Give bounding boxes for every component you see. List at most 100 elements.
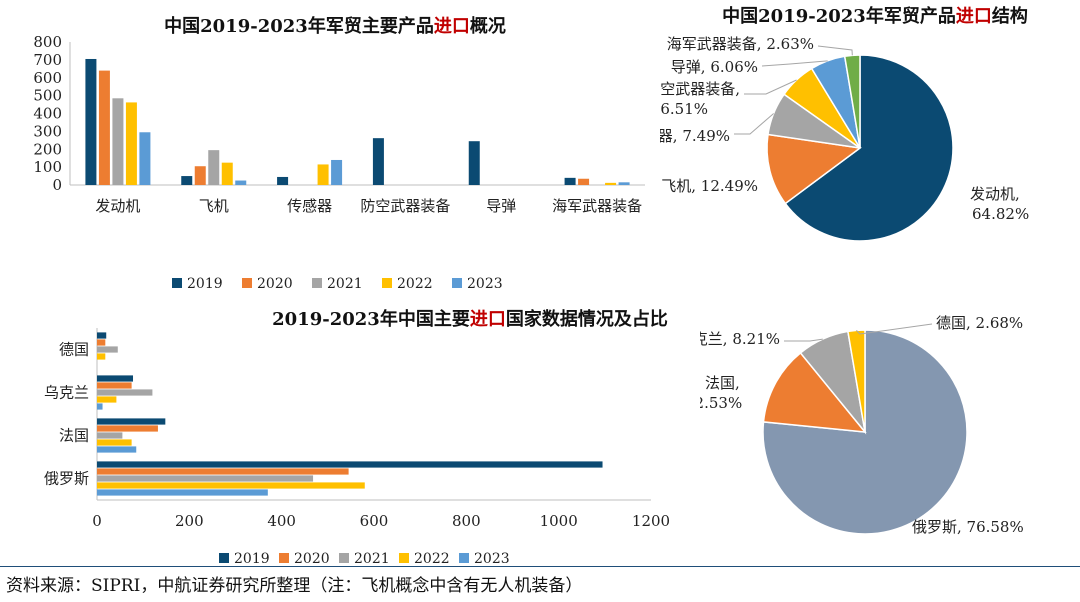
legend-swatch-2023 (459, 553, 469, 563)
chart1-ytick-label: 800 (33, 33, 62, 51)
chart1-bar-2019 (85, 58, 97, 186)
country-import-pie-chart: 俄罗斯, 76.58% 法国, 12.53% 乌克兰, 8.21% 德国, 2.68% (700, 314, 1024, 536)
legend-swatch-2020 (242, 278, 252, 288)
chart2-title: 中国2019-2023年军贸产品进口结构 (722, 5, 1028, 27)
chart1-title-part-2: 概况 (470, 15, 506, 37)
chart3-bar-2020 (97, 468, 349, 475)
chart1-bar-2019 (181, 176, 193, 185)
legend-label-2022: 2022 (414, 551, 450, 567)
chart2-leader-5 (817, 45, 853, 56)
chart1-bar-2019 (564, 177, 576, 185)
legend-swatch-2019 (219, 553, 229, 563)
chart1-bar-2023 (235, 180, 247, 185)
chart4-label-1: 法国, (705, 374, 740, 392)
chart3-xtick-label: 1000 (540, 512, 578, 530)
chart3-ytick-label: 俄罗斯 (44, 470, 89, 488)
legend-swatch-2022 (382, 278, 392, 288)
chart4-label-0: 俄罗斯, 76.58% (912, 518, 1024, 536)
legend-label-2023: 2023 (474, 551, 510, 567)
chart3-bar-2023 (97, 489, 268, 496)
chart3-title-part-1: 进口 (470, 309, 506, 330)
chart4-label-3: 德国, 2.68% (936, 314, 1023, 332)
chart2-label-0: 发动机, (970, 185, 1020, 203)
chart3-xtick-label: 400 (267, 512, 296, 530)
chart3-bar-2022 (97, 439, 132, 446)
chart3-bar-2022 (97, 353, 106, 360)
chart1-title: 中国2019-2023年军贸主要产品进口概况 (164, 15, 506, 37)
chart3-bar-2022 (97, 482, 365, 489)
chart3-bar-2020 (97, 339, 106, 346)
chart3-ytick-label: 德国 (59, 341, 89, 359)
product-import-bar-chart: 中国2019-2023年军贸主要产品进口概况 010020030040050060… (33, 15, 645, 292)
chart3-xtick-label: 600 (360, 512, 389, 530)
chart3-bar-2023 (97, 403, 103, 410)
chart4-slice-3 (847, 329, 866, 433)
chart1-bar-2020 (98, 70, 110, 185)
chart2-slice-0 (784, 54, 954, 242)
chart4-slice-0 (762, 329, 968, 535)
chart1-ytick-label: 200 (33, 140, 62, 158)
chart1-bar-2022 (317, 164, 329, 185)
chart1-bar-2019 (372, 138, 384, 185)
chart3-ytick-label: 法国 (59, 427, 89, 445)
chart3-bar-2021 (97, 475, 314, 482)
chart1-bar-2019 (277, 176, 289, 185)
legend-label-2020: 2020 (294, 551, 330, 567)
chart1-title-part-1: 进口 (434, 16, 470, 37)
chart3-title-part-0: 2019-2023年中国主要 (272, 308, 470, 330)
chart3-bar-2021 (97, 346, 118, 353)
chart2-label-2: 传感器, 7.49% (660, 127, 730, 145)
chart1-ytick-label: 100 (33, 158, 62, 176)
chart2-leader-2 (734, 113, 774, 135)
chart3-bar-2019 (97, 332, 107, 339)
chart1-title-part-0: 中国2019-2023年军贸主要产品 (164, 15, 434, 37)
chart1-bar-2020 (578, 178, 590, 185)
chart4-label-2: 乌克兰, 8.21% (700, 330, 780, 348)
chart2-label-1: 飞机, 12.49% (661, 177, 758, 195)
legend-swatch-2023 (452, 278, 462, 288)
legend-swatch-2022 (399, 553, 409, 563)
chart3-bar-2022 (97, 396, 117, 403)
legend-swatch-2021 (312, 278, 322, 288)
chart4-slice-1 (762, 351, 867, 433)
legend-label-2019: 2019 (234, 551, 270, 567)
chart1-bar-2021 (208, 150, 220, 185)
chart3-title: 2019-2023年中国主要进口国家数据情况及占比 (272, 308, 668, 330)
chart3-ytick-label: 乌克兰 (44, 384, 89, 402)
chart4-leader-3 (856, 323, 933, 335)
chart3-bar-2021 (97, 389, 153, 396)
chart1-bar-2022 (605, 182, 617, 185)
chart1-ytick-label: 400 (33, 105, 62, 123)
chart3-bar-2023 (97, 446, 137, 453)
chart1-bar-2021 (112, 98, 124, 185)
chart1-ytick-label: 300 (33, 122, 62, 140)
chart1-xtick-label: 导弹 (486, 197, 516, 215)
legend-swatch-2021 (339, 553, 349, 563)
chart2-slice-5 (843, 54, 861, 149)
country-import-bar-chart: 2019-2023年中国主要进口国家数据情况及占比 0 200 400 600 800 10… (44, 308, 670, 567)
chart3-xtick-label: 800 (452, 512, 481, 530)
chart2-label-3: 防空武器装备, (660, 80, 740, 98)
chart3-bar-2019 (97, 418, 166, 425)
source-note: 资料来源：SIPRI，中航证券研究所整理（注：飞机概念中含有无人机装备） (6, 576, 583, 596)
chart2-title-part-2: 结构 (992, 5, 1028, 27)
chart1-xtick-label: 海军武器装备 (552, 197, 642, 215)
chart2-title-part-1: 进口 (956, 6, 992, 27)
chart2-leader-4 (761, 60, 828, 67)
chart1-bar-2023 (331, 159, 343, 185)
chart1-ytick-label: 500 (33, 87, 62, 105)
chart3-xtick-label: 200 (175, 512, 204, 530)
legend-label-2019: 2019 (187, 276, 223, 292)
chart1-ytick-label: 600 (33, 69, 62, 87)
chart4-leader-2 (784, 338, 823, 342)
chart1-ytick-label: 0 (52, 176, 62, 194)
chart3-xtick-label: 1200 (632, 512, 670, 530)
chart1-xtick-label: 发动机 (95, 197, 140, 215)
chart1-bar-2023 (618, 182, 630, 185)
chart1-bar-2022 (125, 102, 137, 185)
chart2-title-part-0: 中国2019-2023年军贸产品 (722, 5, 956, 27)
chart2-label-pct-0: 64.82% (972, 205, 1029, 223)
legend-swatch-2019 (172, 278, 182, 288)
chart1-ytick-label: 700 (33, 51, 62, 69)
